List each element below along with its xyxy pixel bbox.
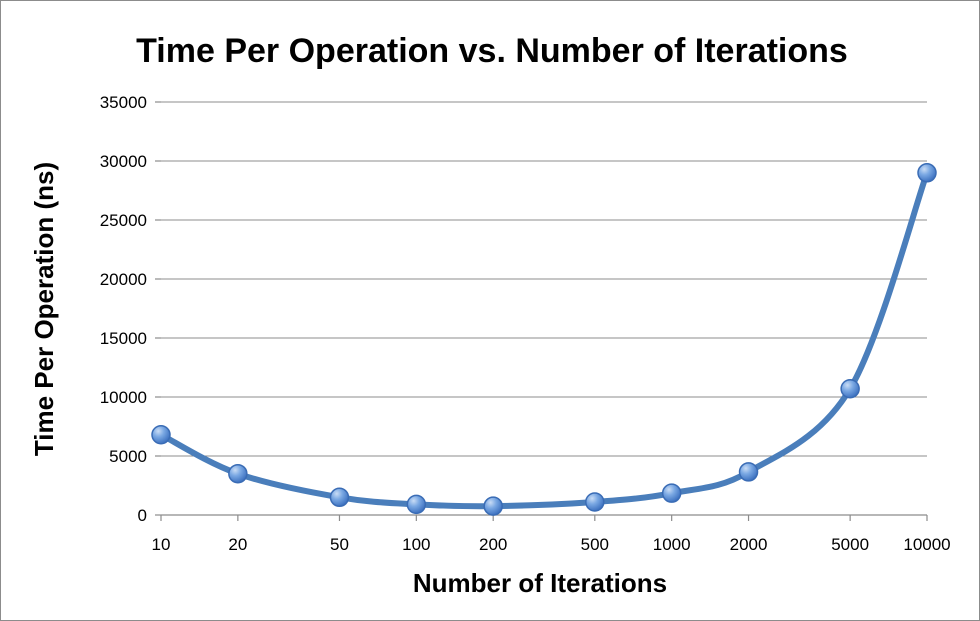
x-tick-label: 10 (152, 535, 171, 554)
y-axis-label: Time Per Operation (ns) (29, 162, 59, 456)
y-tick-label: 15000 (100, 329, 147, 348)
x-tick-label: 20 (228, 535, 247, 554)
y-axis-ticks: 0 5000 10000 15000 20000 25000 30000 35000 (100, 93, 161, 525)
x-tick-label: 1000 (653, 535, 691, 554)
x-tick-label: 100 (402, 535, 430, 554)
data-point (585, 492, 605, 512)
chart-title: Time Per Operation vs. Number of Iterati… (136, 32, 848, 70)
x-tick-label: 10000 (903, 535, 950, 554)
y-tick-label: 0 (138, 506, 147, 525)
data-point (483, 496, 503, 516)
y-tick-label: 20000 (100, 270, 147, 289)
x-axis-label: Number of Iterations (413, 568, 667, 598)
x-tick-label: 500 (581, 535, 609, 554)
x-tick-label: 5000 (831, 535, 869, 554)
data-point (738, 462, 759, 482)
x-tick-label: 50 (330, 535, 349, 554)
x-tick-label: 2000 (730, 535, 768, 554)
data-points (151, 163, 937, 516)
grid-lines (161, 101, 927, 457)
x-axis-ticks: 10 20 50 100 200 500 1000 2000 5000 10000 (152, 515, 951, 554)
data-point (151, 425, 171, 445)
data-point (917, 163, 937, 183)
y-tick-label: 35000 (100, 93, 147, 112)
y-tick-label: 30000 (100, 152, 147, 171)
data-point (406, 494, 427, 515)
y-tick-label: 5000 (109, 447, 147, 466)
y-tick-label: 10000 (100, 388, 147, 407)
data-point (329, 487, 350, 508)
data-point (840, 378, 860, 399)
y-tick-label: 25000 (100, 211, 147, 230)
data-point (228, 463, 248, 484)
x-tick-label: 200 (479, 535, 507, 554)
data-point (661, 483, 682, 503)
